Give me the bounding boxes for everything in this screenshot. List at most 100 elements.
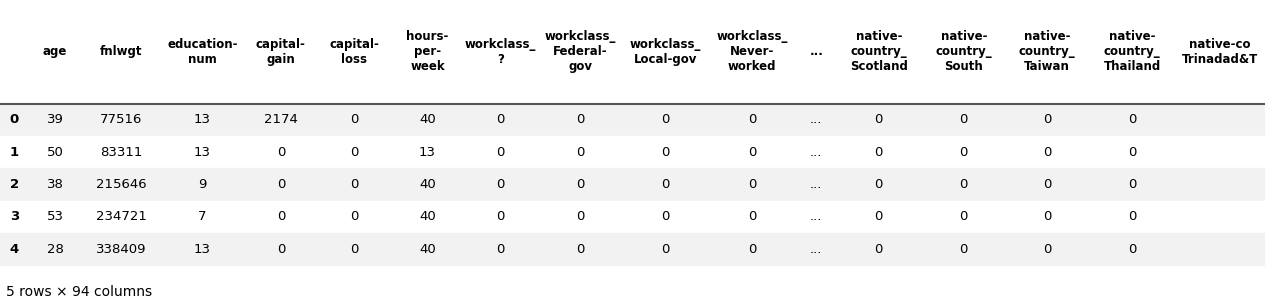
Bar (0, 104, 1265, 136)
Text: ...: ... (810, 146, 822, 159)
Text: native-
country_
Scotland: native- country_ Scotland (850, 30, 908, 73)
Text: 40: 40 (419, 243, 436, 256)
Text: 0: 0 (960, 210, 968, 223)
Text: 0: 0 (1128, 178, 1136, 191)
Text: capital-
loss: capital- loss (329, 38, 380, 66)
Text: 0: 0 (662, 113, 669, 126)
Text: 0: 0 (577, 146, 584, 159)
Text: 338409: 338409 (96, 243, 147, 256)
Text: 40: 40 (419, 113, 436, 126)
Text: 40: 40 (419, 178, 436, 191)
Text: 1: 1 (10, 146, 19, 159)
Text: 2174: 2174 (264, 113, 297, 126)
Text: 5 rows × 94 columns: 5 rows × 94 columns (6, 285, 153, 299)
Text: 0: 0 (577, 210, 584, 223)
Text: 0: 0 (874, 146, 883, 159)
Text: education-
num: education- num (167, 38, 238, 66)
Text: ...: ... (810, 113, 822, 126)
Text: 0: 0 (577, 113, 584, 126)
Text: workclass_
Federal-
gov: workclass_ Federal- gov (545, 30, 616, 73)
Text: ...: ... (810, 243, 822, 256)
Text: 0: 0 (1128, 146, 1136, 159)
Bar (0, 201, 1265, 233)
Text: 0: 0 (577, 178, 584, 191)
Text: 3: 3 (10, 210, 19, 223)
Text: ...: ... (810, 178, 822, 191)
Text: 0: 0 (960, 178, 968, 191)
Text: 0: 0 (748, 210, 756, 223)
Text: 0: 0 (748, 113, 756, 126)
Text: 2: 2 (10, 178, 19, 191)
Text: capital-
gain: capital- gain (256, 38, 306, 66)
Text: 9: 9 (199, 178, 206, 191)
Text: 215646: 215646 (96, 178, 147, 191)
Text: 0: 0 (350, 146, 358, 159)
Text: 0: 0 (748, 146, 756, 159)
Text: 0: 0 (662, 243, 669, 256)
Text: 0: 0 (662, 178, 669, 191)
Text: 0: 0 (497, 210, 505, 223)
Text: 0: 0 (277, 178, 285, 191)
Bar (0, 168, 1265, 201)
Text: 0: 0 (497, 113, 505, 126)
Text: 0: 0 (1128, 113, 1136, 126)
Text: 0: 0 (1128, 243, 1136, 256)
Text: native-
country_
Taiwan: native- country_ Taiwan (1018, 30, 1075, 73)
Text: 0: 0 (1044, 113, 1051, 126)
Text: native-co
Trinadad&T: native-co Trinadad&T (1182, 38, 1259, 66)
Text: 4: 4 (10, 243, 19, 256)
Text: 0: 0 (874, 243, 883, 256)
Text: ...: ... (810, 210, 822, 223)
Text: 0: 0 (748, 178, 756, 191)
Text: 0: 0 (960, 113, 968, 126)
Text: 50: 50 (47, 146, 63, 159)
Text: workclass_
?: workclass_ ? (466, 38, 536, 66)
Text: 0: 0 (1044, 243, 1051, 256)
Text: 0: 0 (350, 178, 358, 191)
Text: fnlwgt: fnlwgt (100, 45, 143, 58)
Text: native-
country_
South: native- country_ South (935, 30, 992, 73)
Text: 0: 0 (350, 113, 358, 126)
Text: 0: 0 (497, 146, 505, 159)
Text: 53: 53 (47, 210, 63, 223)
Bar (0, 136, 1265, 168)
Text: 0: 0 (748, 243, 756, 256)
Text: hours-
per-
week: hours- per- week (406, 30, 449, 73)
Text: 0: 0 (662, 146, 669, 159)
Text: 0: 0 (1044, 146, 1051, 159)
Text: 40: 40 (419, 210, 436, 223)
Text: 0: 0 (960, 243, 968, 256)
Text: 13: 13 (419, 146, 436, 159)
Text: 83311: 83311 (100, 146, 142, 159)
Text: 0: 0 (277, 243, 285, 256)
Text: 0: 0 (662, 210, 669, 223)
Bar (0, 233, 1265, 265)
Text: 0: 0 (577, 243, 584, 256)
Text: 0: 0 (960, 146, 968, 159)
Text: 0: 0 (350, 210, 358, 223)
Text: ...: ... (810, 45, 824, 58)
Text: 0: 0 (497, 243, 505, 256)
Text: 0: 0 (874, 113, 883, 126)
Text: 0: 0 (1044, 178, 1051, 191)
Text: 7: 7 (199, 210, 206, 223)
Text: 0: 0 (1044, 210, 1051, 223)
Text: 0: 0 (497, 178, 505, 191)
Text: 0: 0 (277, 210, 285, 223)
Text: 13: 13 (194, 243, 211, 256)
Text: 13: 13 (194, 146, 211, 159)
Text: 0: 0 (277, 146, 285, 159)
Text: 38: 38 (47, 178, 63, 191)
Text: native-
country_
Thailand: native- country_ Thailand (1103, 30, 1161, 73)
Text: 0: 0 (874, 178, 883, 191)
Text: 28: 28 (47, 243, 63, 256)
Text: age: age (43, 45, 67, 58)
Text: 77516: 77516 (100, 113, 142, 126)
Text: 39: 39 (47, 113, 63, 126)
Text: 0: 0 (10, 113, 19, 126)
Text: workclass_
Never-
worked: workclass_ Never- worked (716, 30, 788, 73)
Text: 0: 0 (1128, 210, 1136, 223)
Bar (0, 0, 1265, 104)
Text: 0: 0 (350, 243, 358, 256)
Text: 13: 13 (194, 113, 211, 126)
